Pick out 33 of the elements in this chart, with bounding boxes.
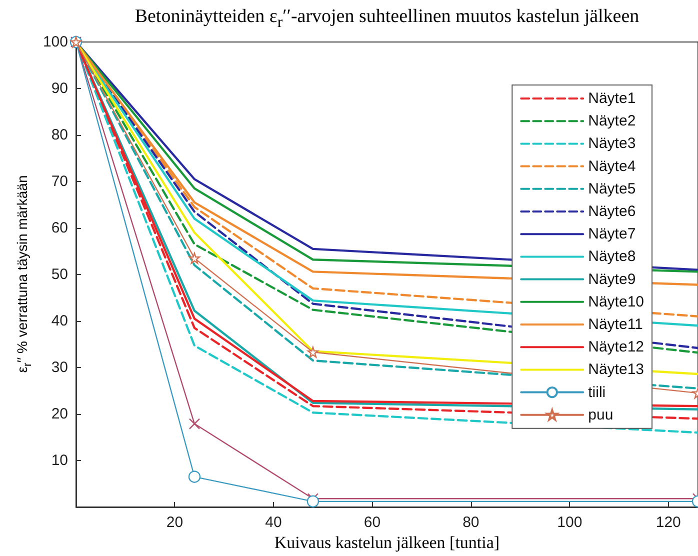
- legend-label: tiili: [588, 384, 606, 401]
- legend-label: Näyte7: [588, 226, 636, 243]
- x-tick-label: 120: [656, 514, 681, 531]
- x-tick-label: 100: [557, 514, 582, 531]
- x-tick-label: 60: [364, 514, 381, 531]
- legend-label: Näyte2: [588, 112, 636, 130]
- legend-label: Näyte12: [588, 338, 644, 356]
- legend-label: Näyte1: [588, 90, 636, 107]
- legend-label: Näyte4: [588, 158, 636, 175]
- y-tick-label: 70: [51, 173, 68, 190]
- y-tick-label: 80: [51, 126, 68, 144]
- legend-label: Näyte13: [588, 361, 644, 378]
- chart-title: Betoninäytteiden ε$_{r}$′′-arvojen suhteellinen muutos kastelun jälkeen: [134, 6, 640, 32]
- y-tick-label: 90: [51, 80, 68, 97]
- y-tick-label: 30: [51, 359, 68, 376]
- x-tick-label: 40: [265, 514, 282, 531]
- legend-label: Näyte6: [588, 203, 636, 220]
- y-tick-label: 20: [51, 406, 68, 422]
- legend-label: Näyte9: [588, 270, 636, 288]
- y-tick-label: 60: [51, 220, 68, 236]
- y-tick-label: 40: [51, 312, 68, 330]
- legend-label: Näyte3: [588, 135, 636, 152]
- y-tick-label: 10: [51, 452, 68, 469]
- legend-label: Näyte11: [588, 316, 643, 333]
- x-tick-label: 20: [166, 514, 184, 531]
- legend-label: Näyte10: [588, 293, 644, 310]
- legend-label: Näyte5: [588, 180, 636, 198]
- y-tick-label: 100: [42, 34, 68, 50]
- legend-label: puu: [588, 406, 614, 424]
- x-axis-title: Kuivaus kastelun jälkeen [tuntia]: [273, 533, 501, 553]
- x-tick-label: 80: [462, 514, 480, 531]
- y-tick-label: 50: [51, 266, 68, 283]
- legend-label: Näyte8: [588, 248, 636, 266]
